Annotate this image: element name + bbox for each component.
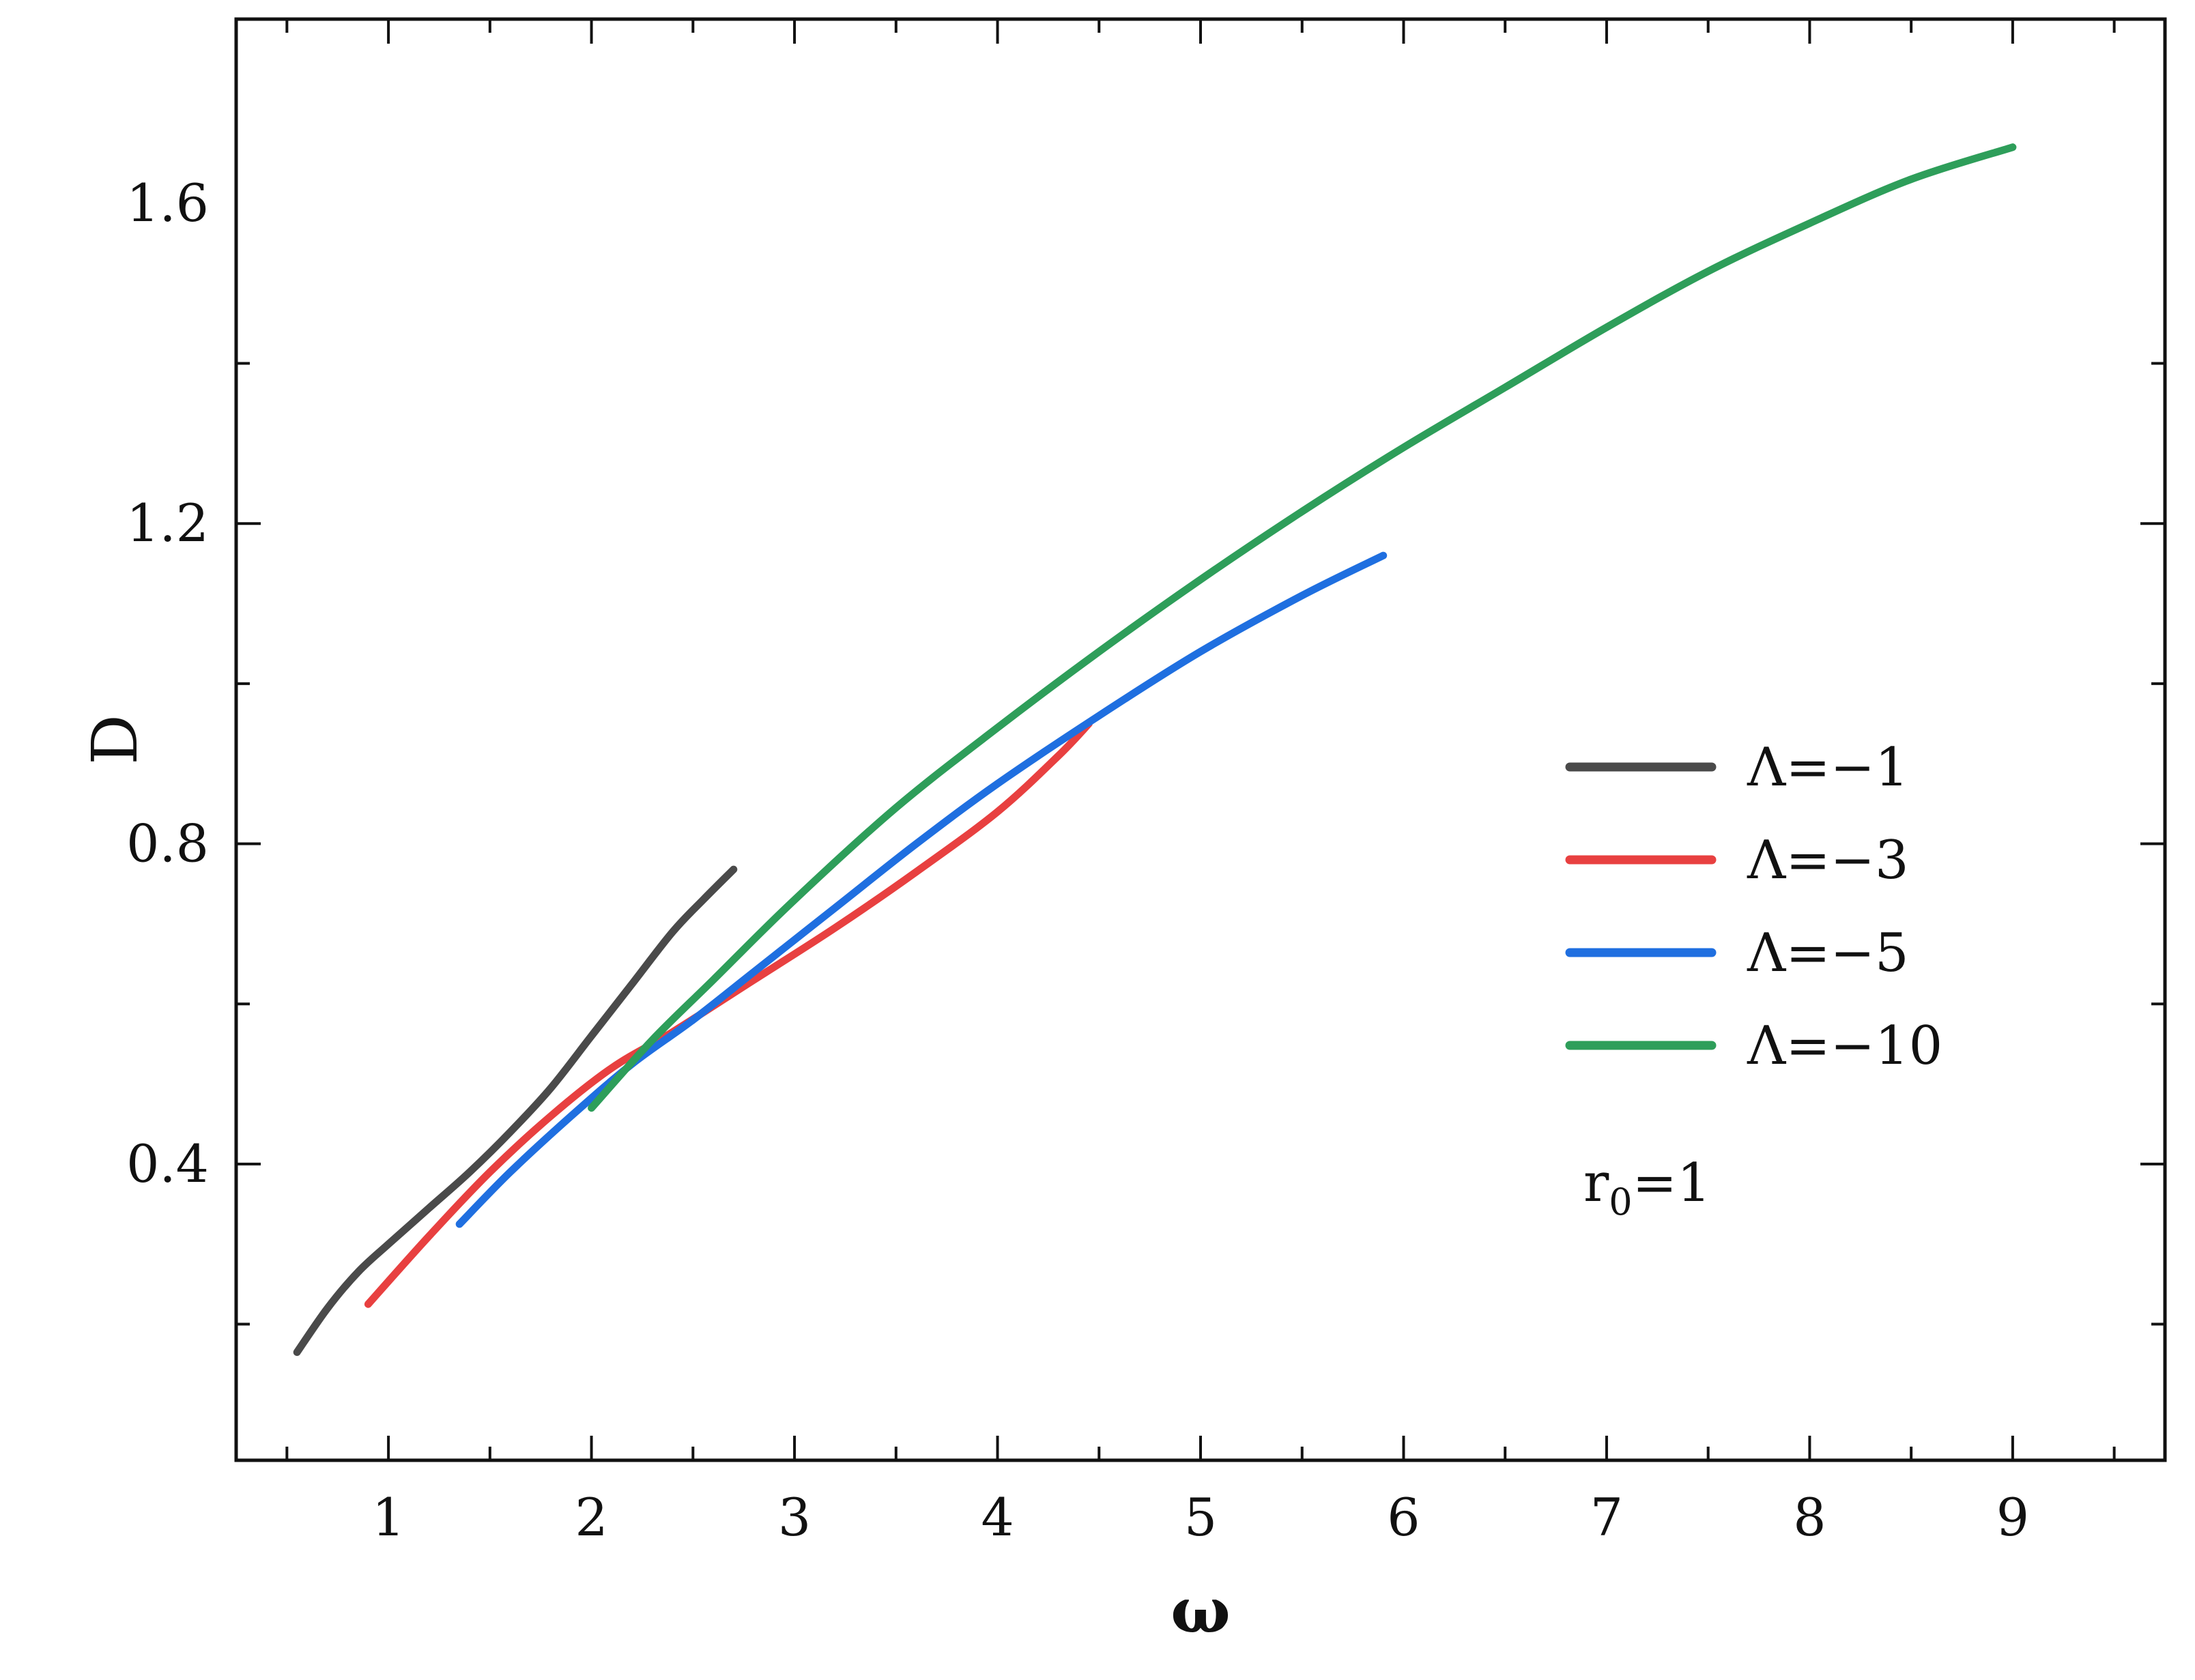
x-tick-label: 2 [575,1487,607,1548]
series-line-4 [588,143,2017,1112]
x-tick-label: 6 [1387,1487,1420,1548]
x-tick-label: 7 [1590,1487,1623,1548]
y-tick-label: 0.8 [126,813,209,874]
x-tick-label: 1 [372,1487,405,1548]
series-line-1 [293,865,738,1357]
y-tick-label: 1.6 [126,173,209,233]
legend-label-2: Λ=−3 [1747,830,1909,891]
legend: Λ=−1 Λ=−3 Λ=−5 Λ=−10 [1565,737,1942,1077]
legend-label-4: Λ=−10 [1747,1015,1942,1077]
y-axis-ticks: 0.4 0.8 1.2 1.6 [126,173,2165,1326]
annotation-base: r [1583,1153,1609,1214]
x-tick-label: 4 [981,1487,1014,1548]
x-tick-label: 9 [1996,1487,2029,1548]
x-tick-label: 3 [778,1487,811,1548]
x-axis-label: ω [1171,1574,1231,1647]
legend-label-3: Λ=−5 [1747,923,1909,984]
x-tick-label: 5 [1184,1487,1217,1548]
y-tick-label: 0.4 [126,1133,209,1194]
y-tick-label: 1.2 [126,493,209,553]
annotation-suffix: =1 [1633,1153,1711,1214]
x-tick-label: 8 [1793,1487,1826,1548]
parameter-annotation: r0=1 [1583,1153,1711,1223]
series-lines [293,143,2017,1357]
legend-label-1: Λ=−1 [1747,737,1909,798]
annotation-subscript: 0 [1609,1181,1632,1223]
y-axis-label: D [78,714,152,765]
series-line-3 [455,551,1388,1228]
series-line-2 [364,720,1093,1308]
x-axis-ticks: 1 2 3 4 5 6 7 8 9 [285,19,2116,1548]
